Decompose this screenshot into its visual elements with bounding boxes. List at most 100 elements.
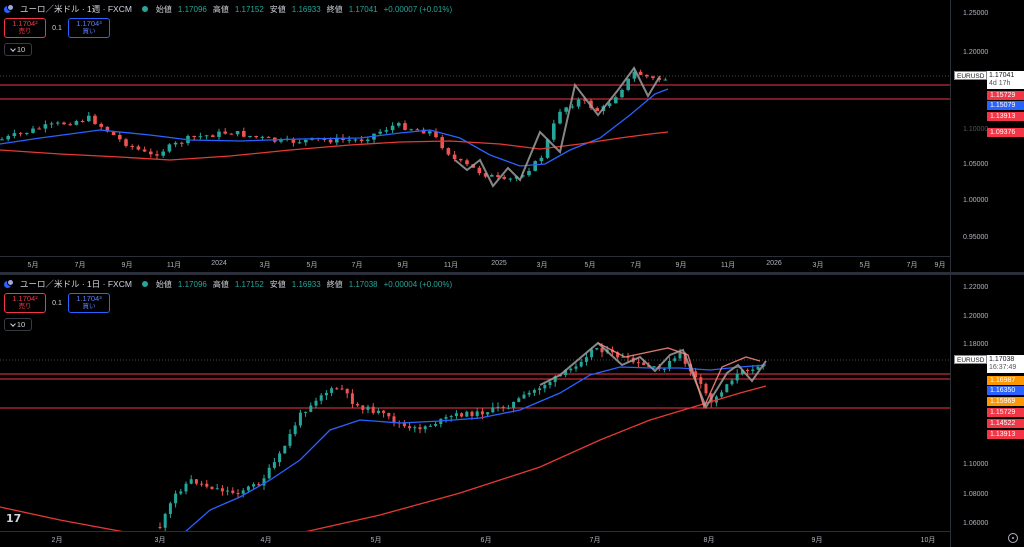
indicators-toggle-button[interactable]: 10	[4, 43, 32, 56]
candle-body	[409, 129, 413, 131]
price-tick: 1.06000	[963, 520, 989, 527]
candle-body	[359, 139, 364, 142]
candle-body	[543, 385, 547, 389]
candle-body	[189, 479, 193, 484]
candle-body	[62, 122, 66, 125]
candle-body	[454, 413, 458, 417]
candle-body	[638, 71, 643, 75]
weekly-chart-plot[interactable]	[0, 0, 950, 256]
low-value: 1.16933	[291, 4, 321, 14]
candle-body	[558, 111, 562, 124]
daily-chart-plot[interactable]	[0, 275, 950, 531]
time-tick: 2026	[766, 260, 782, 267]
candle-body	[552, 123, 556, 140]
candle-body	[423, 426, 427, 430]
candle-body	[626, 356, 630, 358]
candle-body	[345, 388, 349, 394]
price-tick: 1.18000	[963, 341, 989, 348]
buy-button[interactable]: 1.1704³ 買い	[68, 293, 110, 313]
candle-body	[483, 173, 488, 177]
high-label: 高値	[212, 279, 229, 289]
open-label: 始値	[155, 279, 172, 289]
candle-body	[376, 410, 380, 413]
close-label: 終値	[326, 279, 343, 289]
candle-body	[192, 135, 196, 138]
settings-icon[interactable]	[1008, 533, 1018, 543]
candle-body	[124, 139, 128, 146]
candle-body	[74, 121, 79, 125]
candle-body	[512, 401, 516, 408]
candle-body	[37, 128, 41, 130]
candle-body	[283, 445, 287, 454]
candle-body	[328, 139, 333, 143]
candle-body	[254, 135, 258, 138]
weekly-legend: ユーロ／米ドル · 1週 · FXCM 始値 1.17096 高値 1.17152 …	[4, 2, 452, 16]
price-tick: 1.00000	[963, 197, 989, 204]
daily-trade-buttons: 1.1704² 売り 0.1 1.1704³ 買い	[4, 293, 110, 313]
tradingview-logo-icon[interactable]: 17	[6, 512, 22, 525]
chart-pane-weekly[interactable]: ユーロ／米ドル · 1週 · FXCM 始値 1.17096 高値 1.17152 …	[0, 0, 1024, 272]
daily-price-scale[interactable]: 1.22000 1.20000 1.18000 1.10000 1.08000 …	[950, 275, 1024, 547]
candle-body	[522, 394, 526, 399]
candle-body	[517, 398, 521, 402]
time-tick: 7月	[589, 537, 601, 544]
change-value: +0.00007 (+0.01%)	[383, 4, 453, 14]
candle-body	[105, 126, 110, 132]
candle-body	[335, 137, 339, 143]
ma-slow-label: 1.15969	[987, 397, 1024, 406]
weekly-time-scale[interactable]: 5月 7月 9月 11月 2024 3月 5月 7月 9月 11月 2025 3…	[0, 256, 950, 272]
candle-body	[173, 142, 178, 145]
candle-body	[704, 383, 708, 394]
market-open-icon	[141, 6, 148, 12]
time-tick: 11月	[443, 262, 459, 269]
candle-body	[699, 377, 703, 384]
candle-body	[440, 137, 444, 149]
time-tick: 7月	[351, 262, 363, 269]
candle-body	[428, 425, 432, 427]
candle-body	[324, 392, 328, 396]
pane-separator[interactable]	[0, 272, 1024, 275]
indicators-toggle-button[interactable]: 10	[4, 318, 32, 331]
candle-body	[226, 490, 230, 492]
candle-body	[353, 139, 358, 141]
candle-body	[204, 135, 209, 137]
ma-fast-label: 1.15079	[987, 101, 1024, 110]
candle-body	[350, 393, 354, 404]
sell-button[interactable]: 1.1704² 売り	[4, 293, 46, 313]
candle-body	[632, 71, 637, 79]
price-tick: 1.10000	[963, 126, 989, 133]
candle-body	[564, 370, 568, 375]
chevron-down-icon	[9, 45, 16, 52]
weekly-symbol-title[interactable]: ユーロ／米ドル · 1週 · FXCM	[20, 4, 132, 14]
level-label: 1.14522	[987, 419, 1024, 428]
candle-body	[111, 131, 116, 136]
candle-body	[180, 142, 184, 144]
close-label: 終値	[326, 4, 343, 14]
chart-pane-daily[interactable]: ユーロ／米ドル · 1日 · FXCM 始値 1.17096 高値 1.17152 …	[0, 275, 1024, 547]
market-open-icon	[141, 281, 148, 287]
candle-body	[725, 384, 729, 393]
candle-body	[532, 390, 536, 393]
daily-time-scale[interactable]: 2月 3月 4月 5月 6月 7月 8月 9月 10月	[0, 531, 950, 547]
candle-body	[480, 411, 484, 415]
candle-body	[496, 175, 500, 177]
buy-button[interactable]: 1.1704³ 買い	[68, 18, 110, 38]
candle-body	[314, 400, 318, 406]
buy-price: 1.1704³	[76, 19, 102, 28]
candle-body	[642, 362, 646, 365]
zigzag-line	[539, 341, 767, 410]
time-tick: 5月	[584, 262, 596, 269]
candle-body	[527, 392, 531, 395]
open-label: 始値	[155, 4, 172, 14]
weekly-price-scale[interactable]: 1.25000 1.20000 1.10000 1.05000 1.00000 …	[950, 0, 1024, 272]
sell-button[interactable]: 1.1704² 売り	[4, 18, 46, 38]
daily-symbol-title[interactable]: ユーロ／米ドル · 1日 · FXCM	[20, 279, 132, 289]
buy-price: 1.1704³	[76, 294, 102, 303]
time-tick: 9月	[934, 262, 946, 269]
candle-body	[620, 89, 624, 98]
close-value: 1.17038	[348, 279, 378, 289]
time-tick: 9月	[397, 262, 409, 269]
candle-body	[751, 369, 755, 372]
candle-body	[235, 131, 240, 135]
candle-body	[298, 412, 302, 426]
